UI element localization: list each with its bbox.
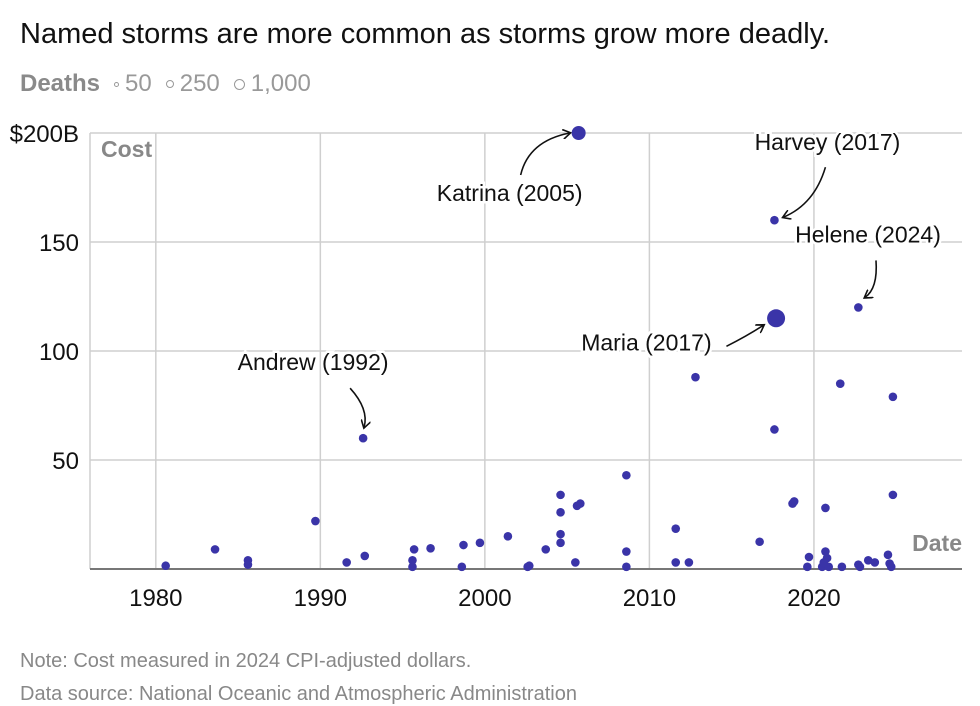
data-point [883, 550, 893, 560]
data-point [671, 524, 681, 533]
data-point [770, 215, 779, 225]
annotation-arrow [783, 166, 827, 217]
data-point [408, 555, 417, 565]
y-tick-label: 100 [39, 339, 79, 366]
data-point [556, 538, 565, 548]
legend-item-250: 250 [165, 70, 220, 98]
legend-title: Deaths [20, 70, 101, 97]
data-point [622, 562, 631, 572]
data-point [210, 545, 220, 554]
data-point [541, 545, 551, 554]
legend-label-1000: 1,000 [250, 70, 311, 97]
legend-label-50: 50 [125, 70, 152, 97]
data-point [671, 558, 681, 567]
data-point [888, 392, 898, 402]
data-point [755, 537, 764, 547]
data-point [821, 503, 830, 513]
annotation-labels: Katrina (2005) Harvey (2017) Helene (2024)… [235, 127, 943, 378]
data-point [311, 516, 320, 526]
data-point [767, 309, 786, 328]
x-tick-label: 2010 [623, 585, 676, 612]
data-point [691, 372, 700, 382]
x-tick-label: 1980 [129, 585, 182, 612]
data-point [524, 561, 534, 571]
data-point [342, 558, 351, 567]
data-point [789, 497, 799, 506]
data-point [835, 379, 845, 389]
data-point [803, 562, 812, 572]
data-point [804, 552, 814, 562]
data-point [243, 560, 253, 569]
axis-layer: 50 100 150 $200B 1980 1990 2000 2010 2020 Cost Dat… [10, 121, 965, 612]
data-point [854, 303, 863, 312]
data-points [161, 126, 898, 572]
annotation-label: Helene (2024) [795, 221, 941, 247]
data-point [824, 562, 834, 572]
data-point [770, 425, 779, 434]
grid-layer [89, 132, 962, 569]
annotation-arrow [519, 133, 570, 176]
data-point [459, 540, 468, 550]
data-point [556, 508, 565, 517]
annotation-arrow [865, 260, 878, 297]
annotation-arrow [726, 325, 763, 348]
data-point [408, 562, 417, 572]
y-tick-label: 50 [52, 448, 79, 475]
footnote: Note: Cost measured in 2024 CPI-adjusted… [20, 650, 472, 672]
annotation-label: Harvey (2017) [755, 129, 901, 155]
scatter-chart: 50 100 150 $200B 1980 1990 2000 2010 2020 Cost Dat… [9, 121, 965, 612]
data-point [822, 553, 832, 563]
data-point [571, 558, 580, 567]
x-tick-label: 2020 [787, 585, 840, 612]
data-point [886, 562, 896, 572]
size-legend: Deaths 50 250 1,000 [20, 70, 325, 98]
annotation-arrow [349, 387, 365, 427]
data-point [855, 562, 865, 572]
data-point [475, 538, 485, 548]
annotation-arrows [349, 133, 878, 427]
data-point [684, 558, 694, 567]
data-point [863, 555, 873, 565]
data-point [409, 545, 419, 554]
data-point [821, 547, 830, 556]
chart-subtitle: Named storms are more common as storms g… [20, 18, 831, 50]
annotation-label: Katrina (2005) [437, 180, 583, 206]
legend-item-1000: 1,000 [233, 70, 311, 98]
data-point [870, 558, 880, 567]
data-point [622, 547, 631, 556]
legend-label-250: 250 [179, 70, 220, 97]
data-point [571, 126, 586, 140]
data-point [457, 562, 467, 572]
legend-circle-50 [114, 81, 120, 87]
data-point [888, 490, 898, 500]
x-tick-label: 1990 [294, 585, 347, 612]
legend-item-50: 50 [114, 70, 152, 98]
data-point [622, 470, 631, 480]
y-tick-label: 150 [39, 230, 79, 257]
annotation-label: Maria (2017) [581, 329, 711, 355]
data-point [556, 490, 565, 500]
annotation-label: Andrew (1992) [238, 349, 389, 375]
data-point [426, 543, 435, 553]
x-axis-title: Date [912, 530, 962, 556]
data-point [360, 551, 370, 561]
legend-circle-250 [165, 80, 174, 88]
data-point [556, 529, 565, 539]
data-point [837, 562, 847, 572]
legend-circle-1000 [233, 78, 245, 90]
data-point [503, 532, 513, 541]
data-point [161, 561, 170, 571]
data-point [575, 499, 585, 508]
y-axis-title: Cost [101, 136, 152, 162]
x-tick-label: 2000 [458, 585, 511, 612]
data-source: Data source: National Oceanic and Atmosp… [20, 683, 577, 705]
y-tick-label: $200B [10, 121, 79, 148]
data-point [358, 433, 368, 443]
